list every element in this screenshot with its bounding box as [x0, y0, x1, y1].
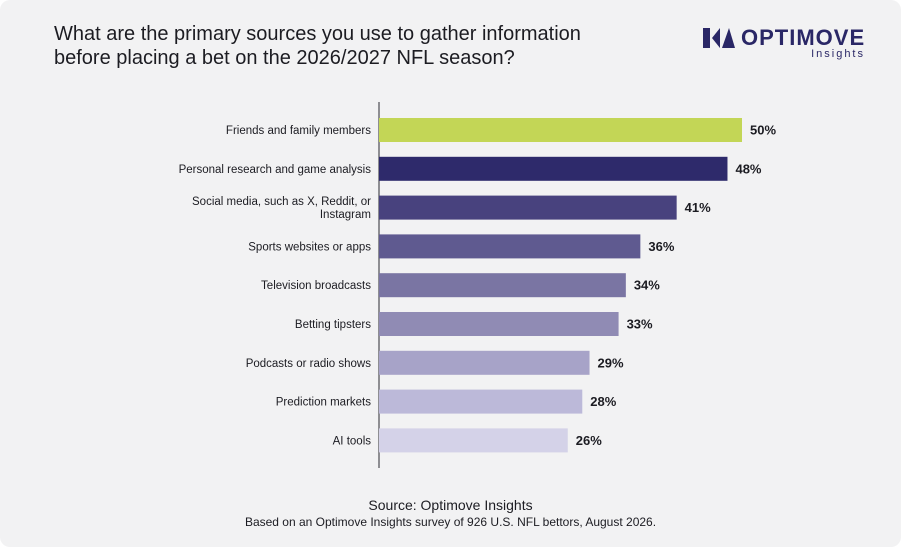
bar — [379, 273, 626, 298]
bar — [379, 389, 583, 414]
category-label: Television broadcasts — [261, 280, 371, 292]
logo-subtitle: Insights — [811, 48, 865, 60]
chart-footnote: Based on an Optimove Insights survey of … — [244, 515, 657, 529]
bar-value-label: 26% — [576, 433, 602, 448]
bar-value-label: 50% — [750, 123, 776, 138]
bar — [379, 312, 619, 336]
bar — [379, 156, 728, 181]
bar — [379, 195, 677, 220]
category-label: Personal research and game analysis — [179, 164, 372, 176]
category-label: Prediction markets — [276, 397, 371, 409]
optimove-insights-logo: OPTIMOVE Insights — [703, 26, 873, 62]
bar-value-label: 28% — [590, 394, 616, 409]
category-label: Sports websites or apps — [248, 241, 371, 253]
category-label: Social media, such as X, Reddit, or Insta… — [192, 196, 371, 221]
chart-source: Source: Optimove Insights — [368, 497, 533, 513]
category-label: Friends and family members — [226, 125, 371, 137]
category-label: Podcasts or radio shows — [246, 358, 372, 370]
category-label: Betting tipsters — [295, 319, 371, 331]
optimove-logo-icon — [703, 28, 735, 48]
category-label: AI tools — [333, 435, 372, 447]
bar — [379, 118, 742, 142]
chart-title: What are the primary sources you use to … — [54, 23, 581, 69]
bar-value-label: 48% — [735, 161, 761, 176]
bar-value-label: 36% — [648, 239, 674, 254]
bar-value-label: 29% — [598, 355, 624, 370]
bar-value-label: 33% — [627, 317, 653, 332]
bar — [379, 350, 590, 375]
bar-value-label: 41% — [685, 200, 711, 215]
logo-wordmark: OPTIMOVE — [741, 25, 866, 50]
bar-chart: 50% Friends and family members 48% Personal… — [179, 102, 776, 468]
bar-value-label: 34% — [634, 278, 660, 293]
bar — [379, 234, 641, 259]
bar — [379, 428, 568, 453]
